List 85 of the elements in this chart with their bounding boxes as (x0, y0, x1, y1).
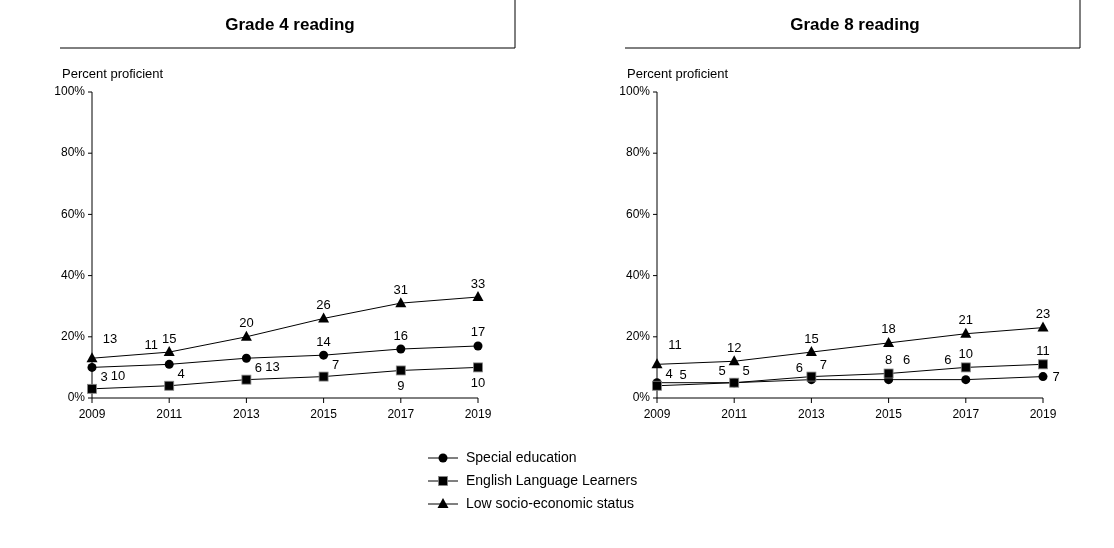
point (472, 291, 484, 302)
data-label: 10 (470, 374, 486, 390)
data-label: 11 (1036, 342, 1050, 358)
data-label: 23 (1035, 306, 1051, 322)
x-tick-label: 2019 (464, 407, 492, 421)
data-label: 7 (819, 357, 828, 373)
legend-label: Special education (466, 448, 577, 465)
y-tick-label: 60% (60, 206, 86, 221)
x-tick-label: 2017 (952, 407, 980, 421)
point (163, 346, 175, 357)
data-label: 10 (958, 345, 974, 361)
data-label: 13 (265, 358, 280, 374)
x-tick-label: 2009 (643, 407, 671, 421)
point (86, 352, 98, 363)
y-tick-label: 40% (60, 267, 86, 282)
data-label: 15 (161, 330, 177, 346)
y-tick-label: 80% (625, 145, 651, 160)
x-tick-label: 2013 (233, 407, 261, 421)
data-label: 18 (881, 321, 896, 337)
point (87, 362, 97, 372)
data-label: 5 (718, 363, 726, 379)
x-tick-label: 2011 (721, 407, 748, 421)
chart-title: Grade 8 reading (790, 15, 920, 34)
data-label: 15 (804, 330, 819, 346)
point (319, 350, 329, 360)
point (473, 341, 483, 351)
x-tick-label: 2013 (798, 407, 826, 421)
point (240, 330, 252, 341)
data-label: 8 (884, 352, 893, 368)
data-label: 26 (316, 296, 331, 312)
point (164, 359, 174, 369)
data-label: 14 (316, 333, 331, 349)
point (396, 344, 406, 354)
data-label: 11 (144, 336, 158, 352)
y-tick-label: 40% (625, 267, 651, 282)
point (164, 380, 175, 391)
data-label: 5 (679, 367, 687, 383)
data-label: 16 (393, 327, 409, 343)
data-label: 6 (795, 360, 804, 376)
y-axis-title: Percent proficient (62, 66, 164, 81)
y-tick-label: 0% (67, 390, 86, 405)
x-tick-label: 2015 (875, 407, 903, 421)
point (318, 312, 330, 323)
y-tick-label: 20% (625, 328, 651, 343)
data-label: 20 (239, 315, 254, 331)
data-label: 7 (1052, 369, 1060, 385)
data-label: 3 (100, 369, 108, 385)
y-tick-label: 100% (619, 84, 651, 99)
data-label: 10 (110, 367, 126, 383)
y-tick-label: 60% (625, 206, 651, 221)
data-label: 33 (470, 275, 486, 291)
data-label: 12 (726, 339, 742, 355)
data-label: 31 (393, 281, 409, 297)
data-label: 9 (397, 377, 405, 393)
x-tick-label: 2015 (310, 407, 338, 421)
x-tick-label: 2009 (78, 407, 106, 421)
data-label: 5 (742, 363, 750, 379)
data-label: 6 (254, 360, 263, 376)
data-label: 6 (902, 352, 911, 368)
y-tick-label: 80% (60, 145, 86, 160)
y-tick-label: 100% (54, 84, 86, 99)
legend-label: Low socio-economic status (466, 494, 635, 511)
point (241, 353, 251, 363)
y-tick-label: 0% (632, 390, 651, 405)
data-label: 17 (470, 324, 486, 340)
chart-title: Grade 4 reading (225, 15, 355, 34)
data-label: 11 (668, 336, 682, 352)
point (395, 297, 407, 308)
point (87, 383, 97, 394)
x-tick-label: 2017 (387, 407, 415, 421)
data-label: 6 (944, 352, 952, 368)
point (318, 371, 329, 382)
x-tick-label: 2019 (1029, 407, 1057, 421)
data-label: 13 (102, 330, 118, 346)
data-label: 21 (958, 312, 974, 328)
data-label: 7 (331, 357, 340, 373)
y-axis-title: Percent proficient (627, 66, 729, 81)
x-tick-label: 2011 (156, 407, 183, 421)
data-label: 4 (665, 366, 673, 382)
point (473, 362, 483, 373)
legend-label: English Language Learners (466, 471, 638, 488)
point (241, 374, 252, 385)
point (395, 365, 406, 376)
y-tick-label: 20% (60, 328, 86, 343)
data-label: 4 (177, 366, 185, 382)
